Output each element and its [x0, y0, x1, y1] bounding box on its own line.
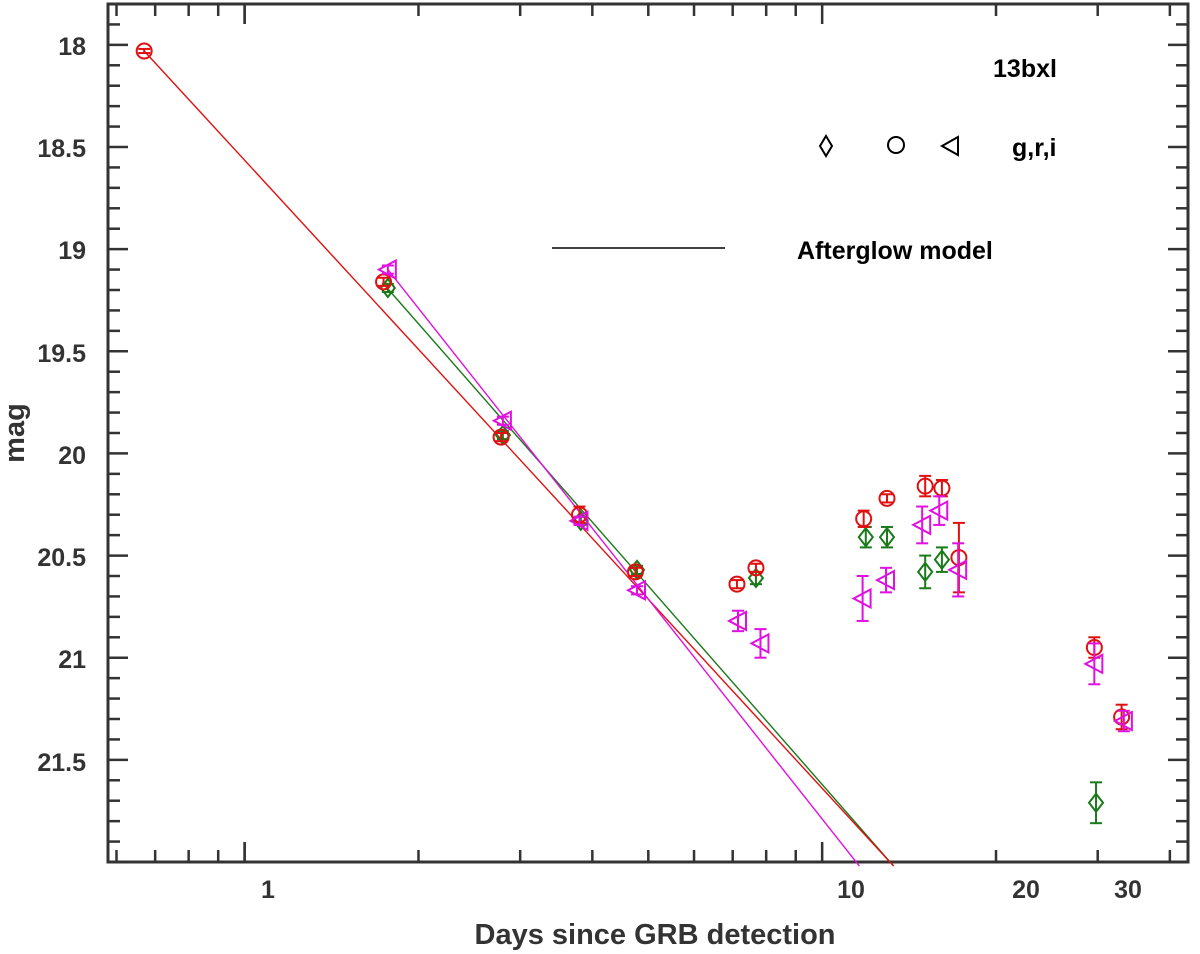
- legend-diamond-icon: [818, 134, 834, 158]
- data-point-g: [1087, 781, 1105, 825]
- point-marker-triangle: [376, 258, 397, 281]
- data-point-r: [855, 509, 873, 528]
- point-marker-triangle: [874, 569, 896, 591]
- data-point-i: [947, 542, 968, 598]
- point-marker-circle: [492, 428, 510, 446]
- x-axis-ticks: [115, 4, 1172, 862]
- point-marker-circle: [135, 42, 153, 60]
- point-marker-triangle: [928, 499, 949, 522]
- y-tick-label: 20.5: [37, 544, 86, 572]
- object-label: 13bxl: [993, 55, 1057, 83]
- x-axis-title: Days since GRB detection: [475, 919, 836, 951]
- data-point-i: [928, 495, 949, 526]
- y-tick-label: 19.5: [37, 340, 86, 368]
- legend-model-label: Afterglow model: [797, 237, 993, 265]
- point-marker-triangle: [726, 610, 748, 632]
- plot-area: [106, 2, 1190, 867]
- y-tick-label: 20: [58, 442, 86, 470]
- data-point-i: [491, 410, 512, 432]
- point-marker-circle: [878, 489, 896, 507]
- x-tick-label: 1: [261, 876, 275, 904]
- data-point-r: [916, 474, 934, 498]
- data-point-r: [626, 563, 644, 581]
- point-marker-diamond: [1087, 792, 1105, 814]
- x-tick-label: 30: [1114, 876, 1142, 904]
- point-marker-diamond: [916, 561, 934, 583]
- y-axis-tick-labels: 18 18.5 19 19.5 20 20.5 21 21.5: [37, 33, 86, 777]
- legend-symbols-label: g,r,i: [1012, 134, 1056, 162]
- data-point-i: [726, 609, 748, 633]
- point-marker-triangle: [568, 510, 589, 532]
- point-marker-diamond: [933, 549, 951, 571]
- point-marker-triangle: [1112, 710, 1133, 732]
- data-point-i: [376, 258, 397, 281]
- data-point-r: [135, 42, 153, 60]
- y-tick-label: 18: [58, 33, 86, 61]
- y-tick-label: 21: [58, 646, 86, 674]
- data-point-r: [878, 489, 896, 507]
- y-axis-ticks: [108, 2, 1188, 864]
- point-marker-triangle: [851, 587, 872, 610]
- data-point-i: [1112, 709, 1133, 733]
- y-tick-label: 18.5: [37, 135, 86, 163]
- point-marker-triangle: [491, 410, 512, 432]
- data-point-g: [878, 525, 896, 549]
- data-point-i: [911, 505, 932, 545]
- afterglow-model-lines: [143, 50, 895, 867]
- data-points: [135, 42, 1133, 825]
- legend-circle-icon: [887, 136, 905, 154]
- point-marker-diamond: [857, 526, 875, 548]
- point-marker-triangle: [911, 514, 932, 536]
- point-marker-circle: [916, 477, 934, 495]
- point-marker-circle: [747, 559, 765, 577]
- point-marker-triangle: [947, 559, 968, 581]
- y-tick-label: 19: [58, 237, 86, 265]
- x-axis-tick-labels: 1 10 20 30: [261, 876, 1142, 904]
- data-point-r: [747, 559, 765, 577]
- point-marker-triangle: [749, 632, 770, 655]
- data-point-g: [933, 546, 951, 573]
- point-marker-circle: [626, 563, 644, 581]
- data-point-i: [568, 510, 589, 532]
- legend: 13bxl g,r,i Afterglow model: [552, 55, 1057, 265]
- afterglow-model-line: [387, 269, 860, 867]
- data-point-r: [492, 428, 510, 446]
- data-point-r: [728, 575, 746, 593]
- x-tick-label: 10: [837, 876, 865, 904]
- data-point-i: [1083, 642, 1104, 686]
- x-tick-label: 20: [1012, 876, 1040, 904]
- data-point-i: [874, 566, 896, 594]
- data-point-i: [625, 579, 647, 601]
- legend-triangle-left-icon: [939, 135, 959, 157]
- point-marker-circle: [728, 575, 746, 593]
- y-tick-label: 21.5: [37, 749, 86, 777]
- point-marker-diamond: [747, 567, 765, 589]
- point-marker-circle: [855, 510, 873, 528]
- data-point-i: [851, 575, 872, 622]
- y-axis-title: mag: [0, 403, 31, 463]
- data-point-i: [749, 628, 770, 659]
- point-marker-diamond: [878, 526, 896, 548]
- point-marker-triangle: [625, 579, 647, 601]
- afterglow-model-line: [143, 50, 895, 867]
- data-point-g: [916, 554, 934, 590]
- point-marker-triangle: [1083, 653, 1104, 675]
- afterglow-model-line: [383, 283, 895, 867]
